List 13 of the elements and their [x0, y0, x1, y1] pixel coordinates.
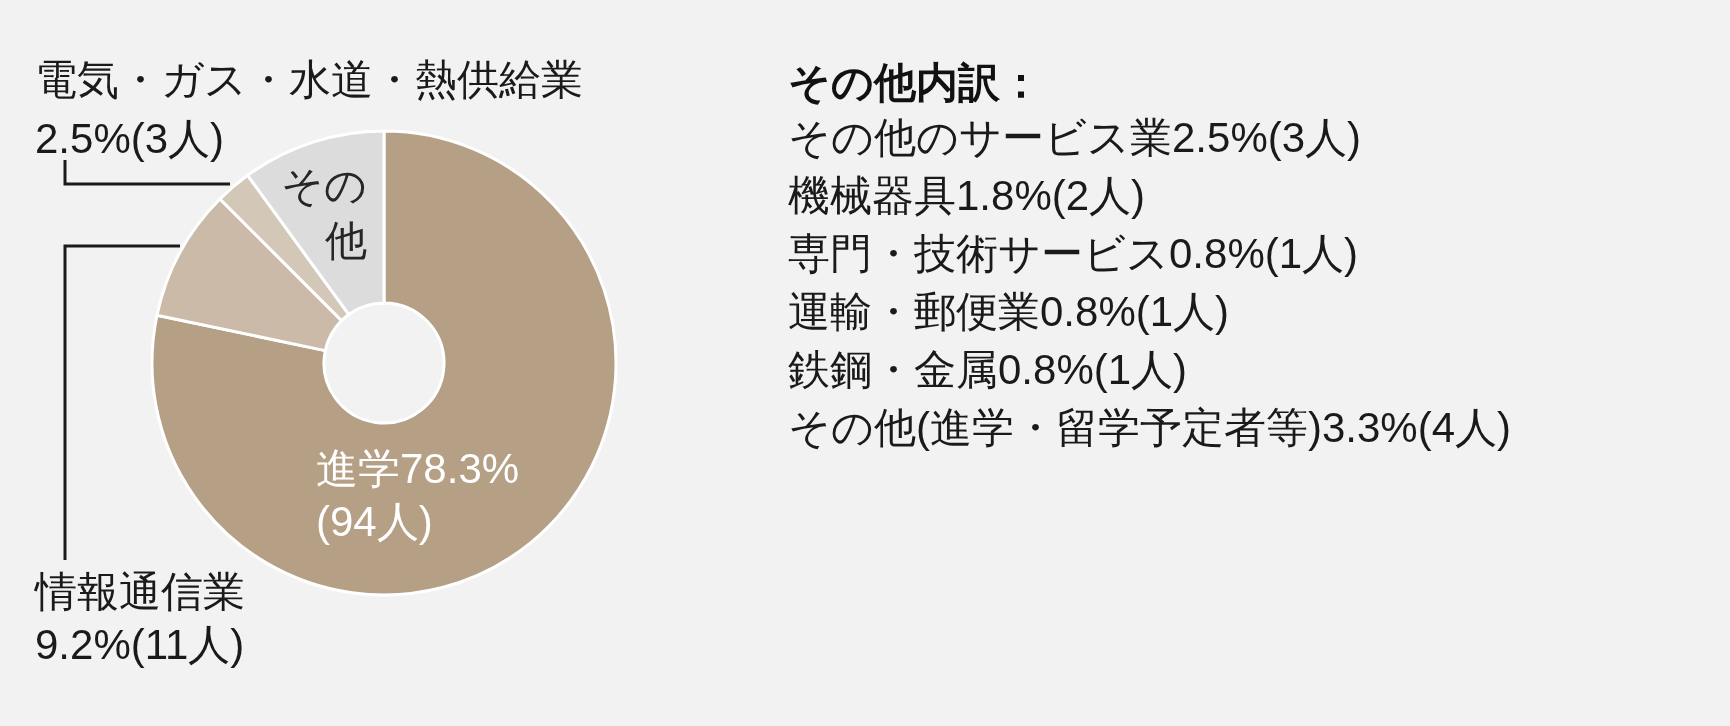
text: 鉄鋼・金属0.8%(1人) [788, 345, 1188, 395]
text: その他内訳： [788, 58, 1042, 108]
slice-label: 電気・ガス・水道・熱供給業 [35, 55, 583, 105]
data-label: 2.5%(3人) [35, 114, 225, 164]
text: その他(進学・留学予定者等)3.3%(4人) [788, 403, 1512, 453]
slice-label: その他 [280, 161, 367, 266]
data-label: 9.2%(11人) [35, 620, 245, 670]
text: 専門・技術サービス0.8%(1人) [788, 229, 1359, 279]
slice-label: 進学78.3%(94人) [316, 444, 521, 547]
slice-label: 情報通信業 [35, 567, 245, 617]
text: 運輸・郵便業0.8%(1人) [788, 287, 1230, 337]
text: 機械器具1.8%(2人) [788, 171, 1146, 221]
text: その他のサービス業2.5%(3人) [788, 113, 1362, 163]
